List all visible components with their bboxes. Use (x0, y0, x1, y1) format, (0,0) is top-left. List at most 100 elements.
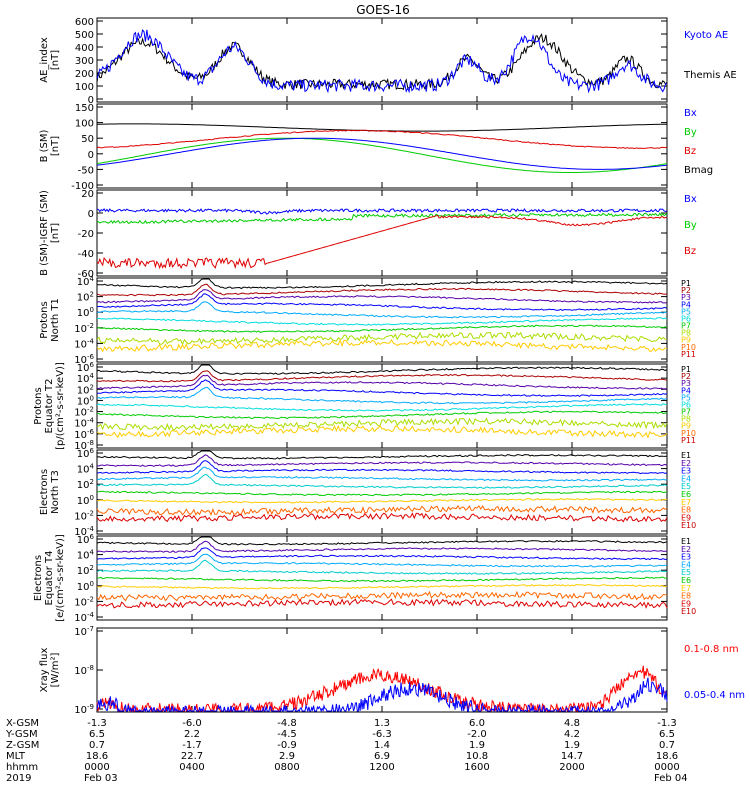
legend-pnt1-p9: P9 (681, 336, 691, 345)
axis-row-value: 0000 (84, 762, 109, 773)
legend-bigrf-1: By (684, 220, 697, 231)
ytick-label-ent3: 104 (77, 463, 95, 476)
ytick-label-eet4: 104 (77, 549, 95, 562)
ytick-label-ent3: 10-4 (74, 525, 94, 538)
legend-pet2-p10: P10 (681, 429, 696, 438)
legend-pnt1-p5: P5 (681, 307, 691, 316)
legend-pet2-p2: P2 (681, 372, 691, 381)
trace-dby (96, 212, 668, 225)
legend-ae-0: Kyoto AE (684, 30, 728, 41)
axis-row-value: -4.5 (277, 729, 297, 740)
ytick-label-xray: 10-8 (74, 664, 94, 677)
legend-eet4-e5: E5 (681, 568, 691, 577)
axis-row-value: 6.0 (469, 718, 485, 729)
trace-themis-ae (96, 33, 668, 91)
ytick-label-ae: 100 (75, 82, 94, 93)
trace-bx (96, 137, 668, 170)
ylabel-b-0: B (SM) (39, 129, 50, 162)
ytick-label-ae: 400 (75, 43, 94, 54)
ytick-label-pet2: 104 (77, 372, 95, 385)
legend-b-2: Bz (684, 146, 696, 157)
ytick-label-pet2: 10-2 (74, 406, 94, 419)
legend-pnt1-p8: P8 (681, 329, 691, 338)
trace-channel-8 (96, 417, 668, 431)
axis-row-value: -6.3 (372, 729, 392, 740)
panel-pet2: Protons Equator T2 [p/(cm²-s-sr-keV)] 10610… (33, 361, 696, 452)
axis-row-value: 1.3 (374, 718, 390, 729)
legend-pet2-p9: P9 (681, 422, 691, 431)
legend-eet4-e6: E6 (681, 576, 691, 585)
ytick-label-eet4: 100 (77, 580, 94, 593)
axis-row-label: MLT (6, 751, 26, 762)
ytick-label-b: 100 (75, 119, 94, 130)
axis-row-value: -1.7 (182, 740, 202, 751)
panel-xray: Xray flux [W/m²] 10-7 10-8 10-9 0.1-0.8 nm 0.0… (39, 625, 745, 716)
legend-b-0: Bx (684, 108, 697, 119)
axis-row-value: 10.8 (466, 751, 488, 762)
axis-row-value: 6.5 (659, 729, 675, 740)
end-date: Feb 04 (654, 773, 688, 784)
legend-b-3: Bmag (684, 165, 713, 176)
ytick-label-pet2: 10-6 (74, 428, 94, 441)
axis-row-value: 1.9 (564, 740, 580, 751)
ytick-label-bigrf: -20 (78, 229, 94, 240)
trace-kyoto-ae (96, 29, 668, 94)
legend-ent3-e9: E9 (681, 513, 691, 522)
trace-channel-3 (96, 460, 668, 475)
legend-xray-1: 0.05-0.4 nm (684, 690, 745, 701)
legend-b-1: By (684, 127, 697, 138)
axis-row-value: 0800 (274, 762, 299, 773)
legend-pnt1-p6: P6 (681, 314, 691, 323)
axis-row-value: 4.2 (564, 729, 580, 740)
start-date: Feb 03 (84, 773, 118, 784)
trace-by (96, 137, 668, 173)
axis-row-value: 18.6 (86, 751, 108, 762)
trace-channel-5 (96, 386, 668, 405)
legend-eet4-e8: E8 (681, 592, 691, 601)
axis-row-value: 22.7 (181, 751, 203, 762)
ytick-label-bigrf: 0 (88, 209, 94, 220)
axis-row-label: X-GSM (6, 718, 39, 729)
ylabel-eet4-0: Electrons (33, 555, 44, 601)
legend-pnt1-p7: P7 (681, 322, 691, 331)
legend-ent3-e8: E8 (681, 506, 691, 515)
trace-channel-6 (96, 403, 668, 412)
trace-channel-2 (96, 540, 668, 553)
panel-ent3: Electrons North T310610410210010-210-4E1E… (39, 447, 696, 538)
axis-row-value: -4.8 (277, 718, 297, 729)
legend-ent3-e7: E7 (681, 498, 691, 507)
legend-ae-1: Themis AE (683, 70, 737, 81)
ytick-label-ae: 600 (75, 17, 94, 28)
axis-row-value: 2000 (559, 762, 584, 773)
axis-row-value: 18.6 (656, 751, 678, 762)
trace-channel-8 (96, 331, 668, 346)
ytick-label-pnt1: 10-2 (74, 322, 94, 335)
ytick-label-b: -100 (71, 181, 94, 192)
trace-channel-7 (97, 584, 668, 590)
legend-bigrf-2: Bz (684, 246, 696, 257)
ylabel-pnt1-0: Protons (39, 301, 50, 338)
ytick-label-ent3: 106 (77, 447, 95, 460)
legend-pet2-p7: P7 (681, 408, 691, 417)
legend-pnt1-p10: P10 (681, 343, 696, 352)
trace-channel-4 (96, 466, 668, 482)
axis-row-value: -1.3 (657, 718, 677, 729)
ytick-label-eet4: 106 (77, 533, 95, 546)
axis-row-value: 4.8 (564, 718, 580, 729)
ytick-label-ae: 300 (75, 56, 94, 67)
legend-pnt1-p4: P4 (681, 300, 691, 309)
ytick-label-pnt1: 104 (77, 275, 95, 288)
year-label: 2019 (6, 773, 31, 784)
ytick-label-pnt1: 100 (77, 306, 94, 319)
legend-ent3-e10: E10 (681, 521, 696, 530)
trace-channel-5 (96, 473, 668, 489)
ytick-label-bigrf: -40 (78, 249, 94, 260)
ylabel-b-1: [nT] (50, 136, 61, 156)
trace-xray-long (96, 665, 668, 713)
trace-channel-2 (96, 283, 668, 297)
axis-row-value: 6.5 (89, 729, 105, 740)
legend-bigrf-0: Bx (684, 194, 697, 205)
axis-row-value: 0400 (179, 762, 204, 773)
trace-channel-3 (96, 374, 668, 390)
